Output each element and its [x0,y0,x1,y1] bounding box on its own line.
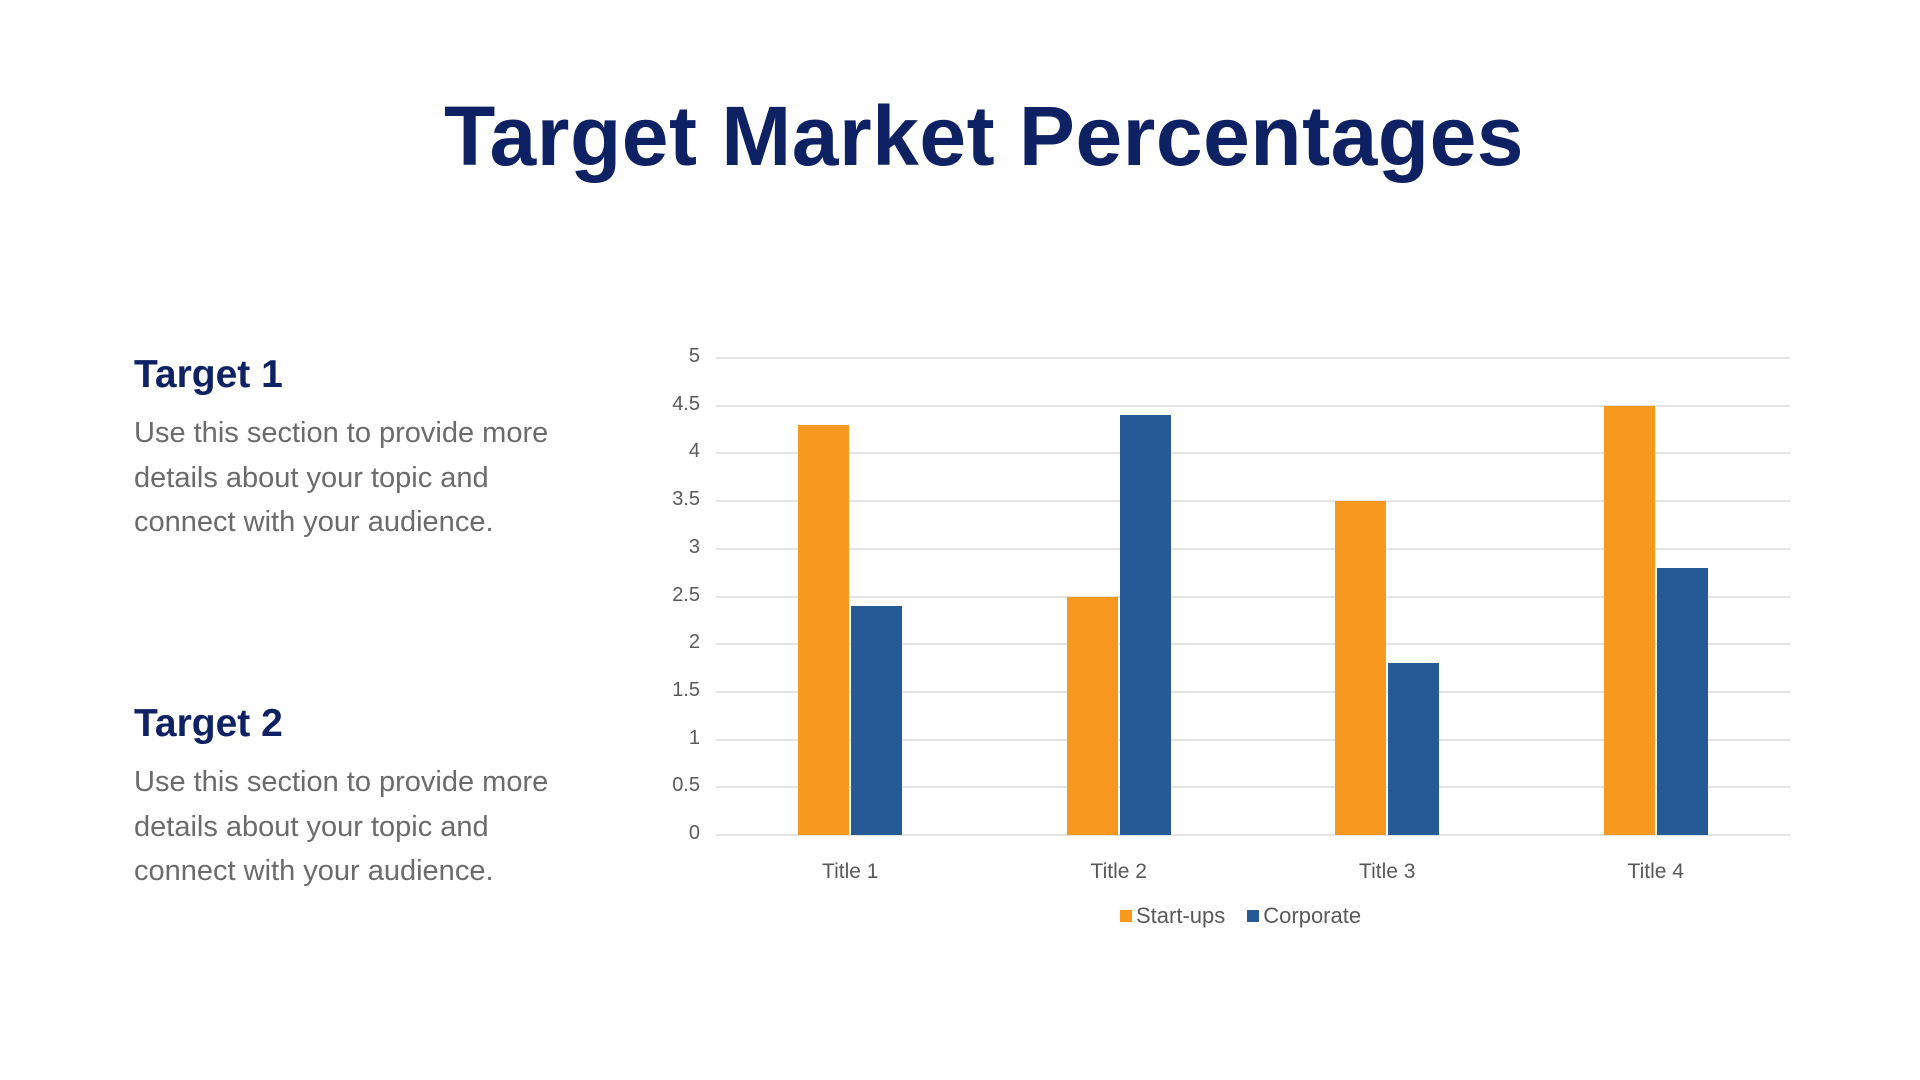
gridline [716,738,1790,741]
gridline [716,357,1790,359]
legend-swatch-startups-icon [1120,910,1132,922]
bar-startups-2 [1066,596,1118,835]
bar-startups-3 [1335,501,1387,835]
y-tick-label: 4 [688,440,700,463]
chart-legend: Start-ups Corporate [1120,903,1383,929]
bar-corporate-4 [1656,567,1708,835]
y-tick-label: 3 [688,535,700,558]
target-2-heading: Target 2 [134,702,283,745]
gridline [716,404,1790,407]
y-tick-label: 1.5 [672,678,700,701]
y-tick-label: 5 [688,345,700,367]
x-tick-label: Title 2 [1090,860,1147,883]
gridline [716,786,1790,789]
slide-title: Target Market Percentages [443,89,1525,183]
target-1-block: Target 1 Use this section to provide mor… [134,353,594,545]
bar-corporate-1 [851,606,903,835]
x-tick-label: Title 4 [1627,860,1684,883]
y-tick-label: 0 [688,822,700,844]
gridline [716,643,1790,646]
y-tick-label: 3.5 [672,488,700,511]
gridline [716,547,1790,550]
y-tick-label: 0.5 [672,774,700,797]
x-tick-label: Title 3 [1359,860,1416,883]
legend-item-corporate: Corporate [1247,903,1361,929]
target-1-heading: Target 1 [134,353,283,396]
x-tick-label: Title 1 [822,860,879,883]
gridline [716,452,1790,455]
gridline [716,834,1790,836]
bar-corporate-3 [1388,663,1440,835]
legend-item-startups: Start-ups [1120,903,1225,929]
bar-corporate-2 [1119,415,1171,835]
gridline [716,690,1790,693]
gridline [716,500,1790,503]
bar-startups-4 [1603,405,1655,835]
y-tick-label: 2.5 [672,583,700,606]
target-2-block: Target 2 Use this section to provide mor… [134,702,594,894]
target-2-body: Use this section to provide more details… [134,766,549,887]
y-tick-label: 1 [688,726,700,749]
legend-swatch-corporate-icon [1247,910,1260,922]
bar-startups-1 [798,424,850,835]
gridline [716,595,1790,598]
y-tick-label: 2 [688,631,700,654]
y-tick-label: 4.5 [672,392,700,415]
target-1-body: Use this section to provide more details… [134,417,549,538]
